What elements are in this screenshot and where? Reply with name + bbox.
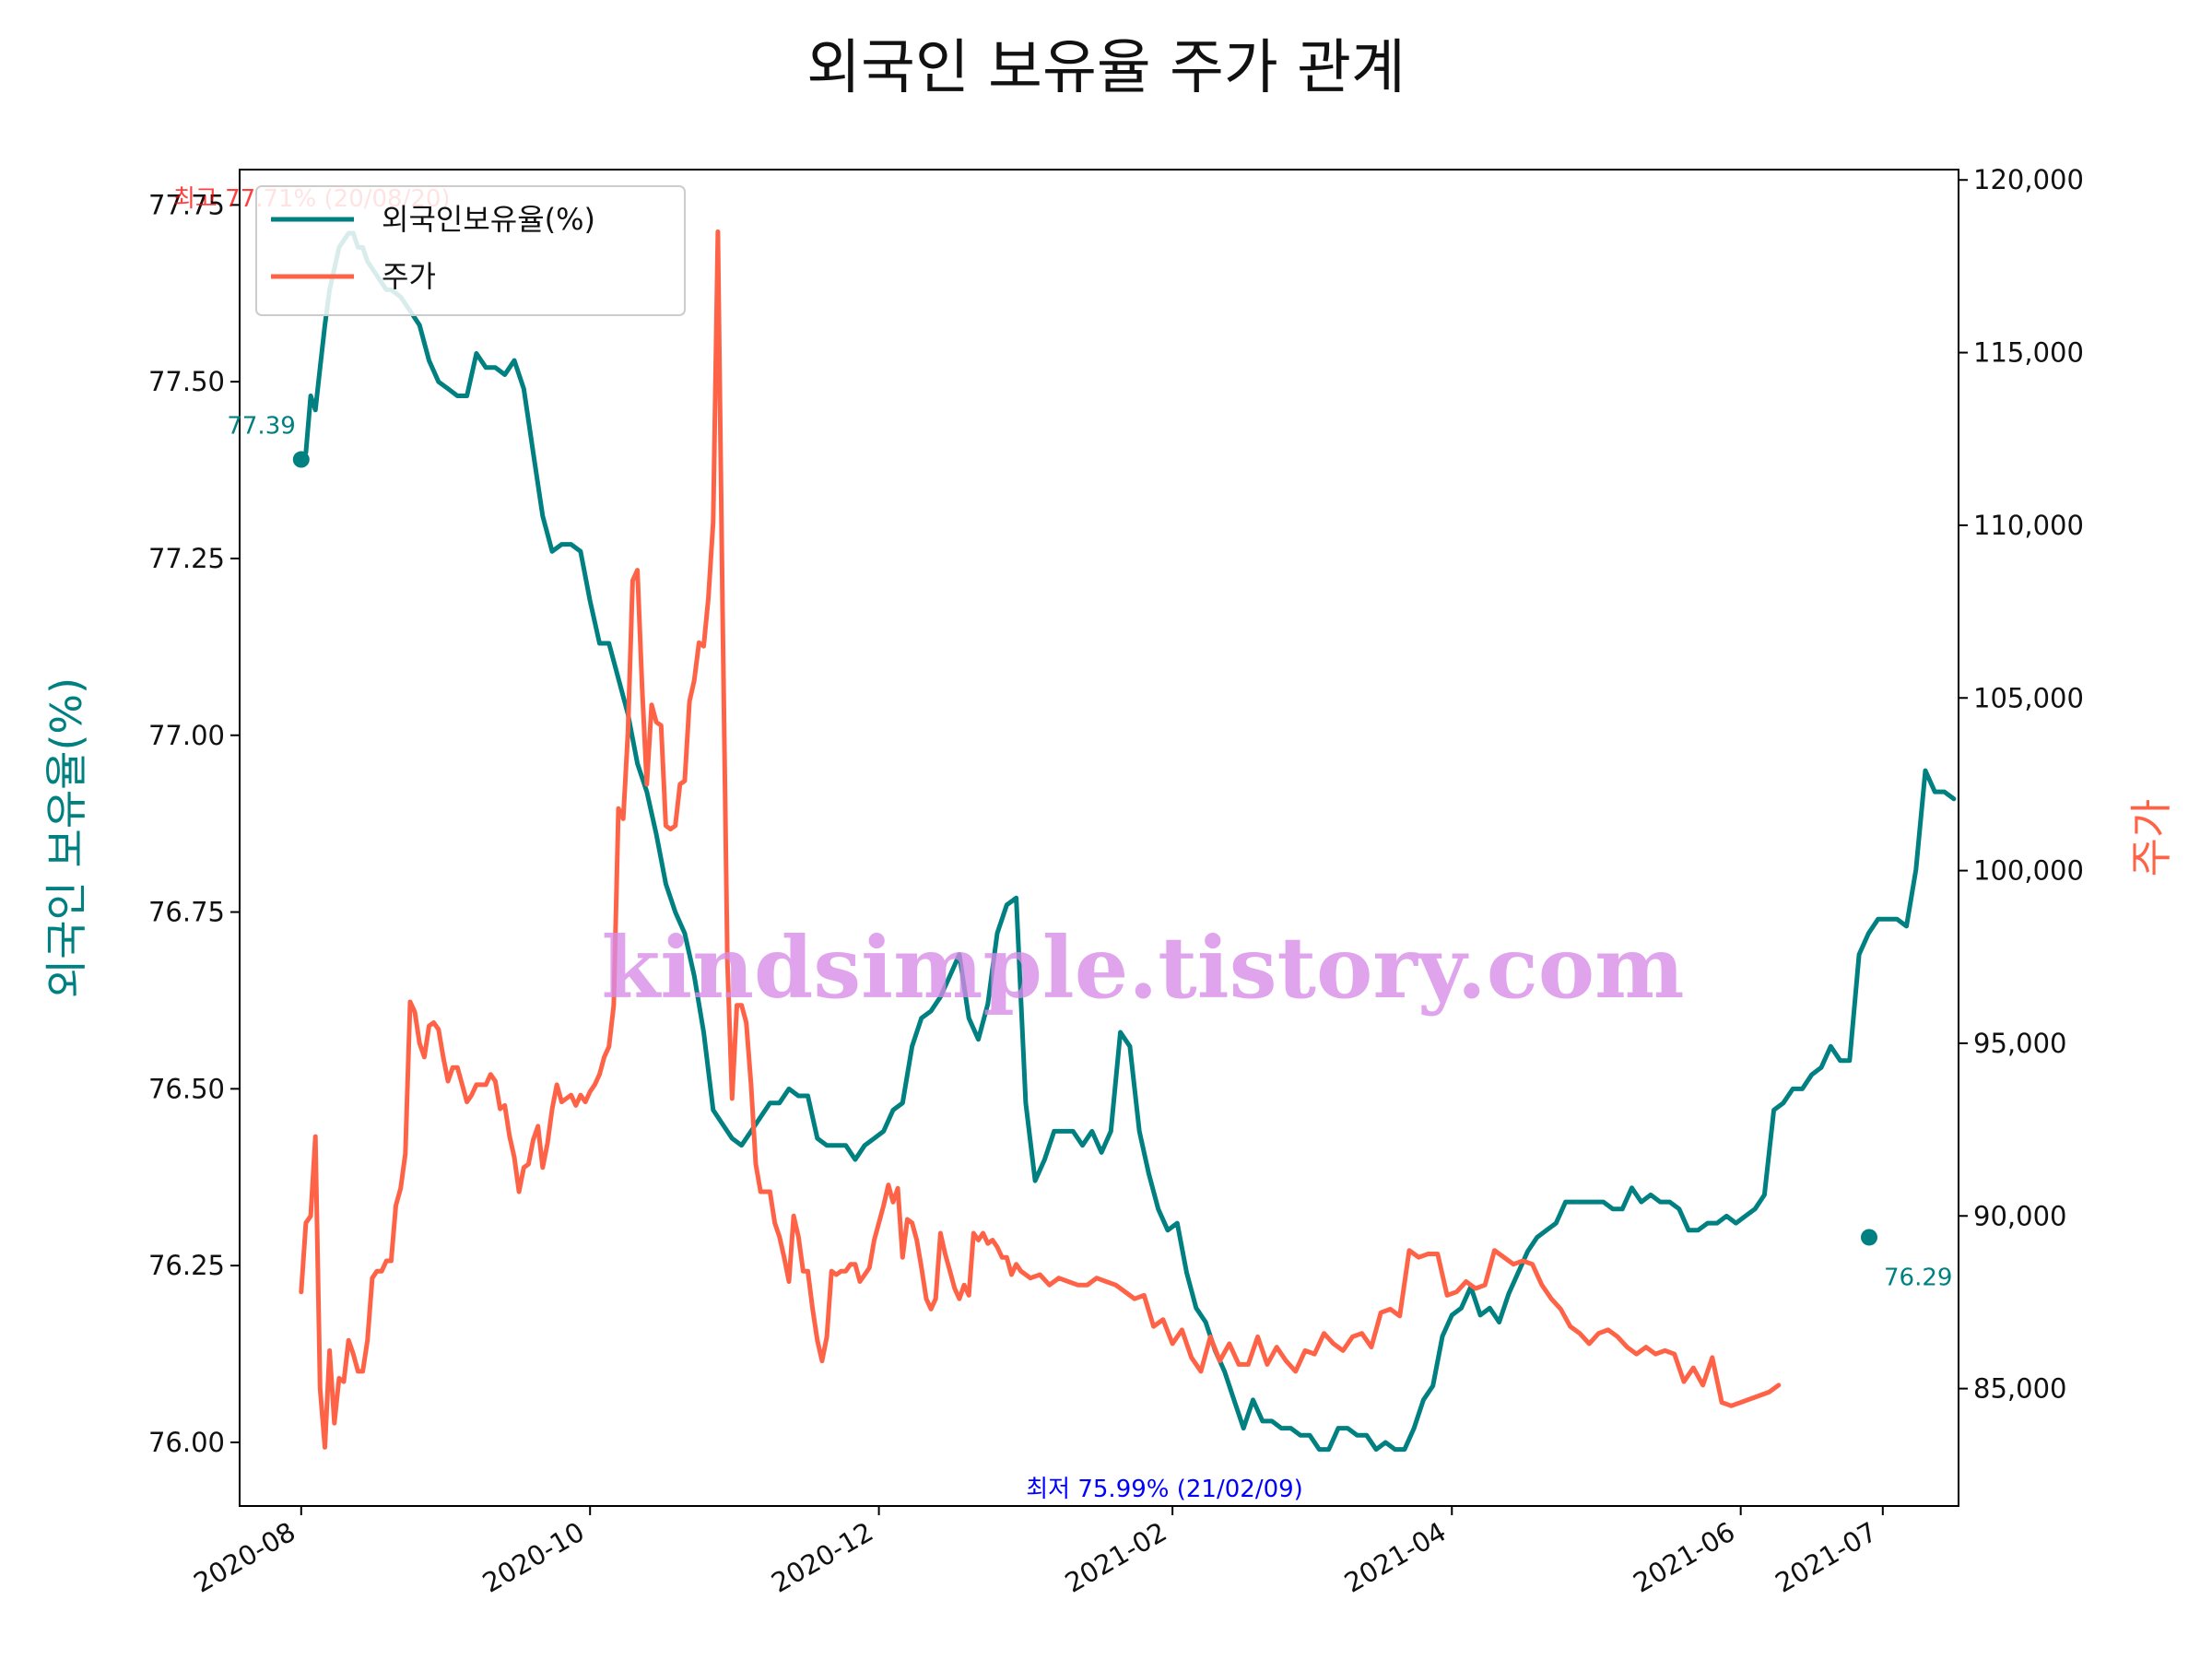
- legend-label-foreign-ratio: 외국인보유율(%): [382, 202, 595, 237]
- series-line-price: [299, 229, 1782, 1450]
- series-line-foreign-ratio: [299, 230, 1957, 1453]
- annotation-min: 최저 75.99% (21/02/09): [1026, 1476, 1303, 1503]
- series-group: [299, 229, 1957, 1453]
- y-right-tick-label: 100,000: [1973, 855, 2084, 887]
- legend: 외국인보유율(%) 주가: [255, 185, 686, 316]
- y-axis-right: 85,000 90,000 95,000 100,000 105,000 110,000 1…: [1959, 164, 2084, 1405]
- start-point-marker: [292, 451, 310, 468]
- y-left-tick-label: 76.00: [148, 1427, 225, 1458]
- y-right-tick-label: 120,000: [1973, 164, 2084, 195]
- legend-box: [255, 185, 686, 316]
- y-left-tick-label: 76.75: [148, 897, 225, 928]
- annotation-start-value: 77.39: [227, 413, 295, 441]
- y-axis-right-label: 주가: [2126, 799, 2176, 877]
- y-left-tick-label: 77.25: [148, 543, 225, 574]
- watermark: kindsimple.tistory.com: [601, 918, 1684, 1018]
- x-tick-label: 2021-07: [1770, 1516, 1882, 1599]
- y-right-tick-label: 105,000: [1973, 682, 2084, 713]
- end-point-marker: [1861, 1229, 1877, 1246]
- legend-label-price: 주가: [382, 259, 436, 294]
- y-right-tick-label: 110,000: [1973, 510, 2084, 541]
- y-right-tick-label: 95,000: [1973, 1028, 2066, 1059]
- y-left-tick-label: 77.75: [148, 189, 225, 220]
- y-left-tick-label: 77.50: [148, 366, 225, 397]
- y-axis-left: 76.00 76.25 76.50 76.75 77.00 77.25 77.50 77.75: [148, 189, 240, 1458]
- annotation-end-value: 76.29: [1884, 1264, 1952, 1291]
- y-left-tick-label: 77.00: [148, 720, 225, 751]
- y-left-tick-label: 76.25: [148, 1250, 225, 1281]
- x-tick-label: 2020-08: [188, 1516, 300, 1599]
- x-tick-label: 2021-04: [1339, 1516, 1452, 1599]
- x-tick-label: 2021-02: [1060, 1516, 1172, 1599]
- x-tick-label: 2021-06: [1628, 1516, 1740, 1599]
- y-axis-left-label: 외국인 보유율(%): [41, 677, 91, 998]
- x-axis: 2020-08 2020-10 2020-12 2021-02 2021-04 2021-…: [188, 1506, 1884, 1599]
- y-right-tick-label: 115,000: [1973, 337, 2084, 369]
- x-tick-label: 2020-10: [477, 1516, 590, 1599]
- x-tick-label: 2020-12: [766, 1516, 878, 1599]
- y-left-tick-label: 76.50: [148, 1073, 225, 1104]
- y-right-tick-label: 85,000: [1973, 1373, 2066, 1405]
- plot-frame: [239, 169, 1959, 1507]
- chart-title: 외국인 보유율 주가 관계: [806, 34, 1406, 102]
- y-right-tick-label: 90,000: [1973, 1200, 2066, 1231]
